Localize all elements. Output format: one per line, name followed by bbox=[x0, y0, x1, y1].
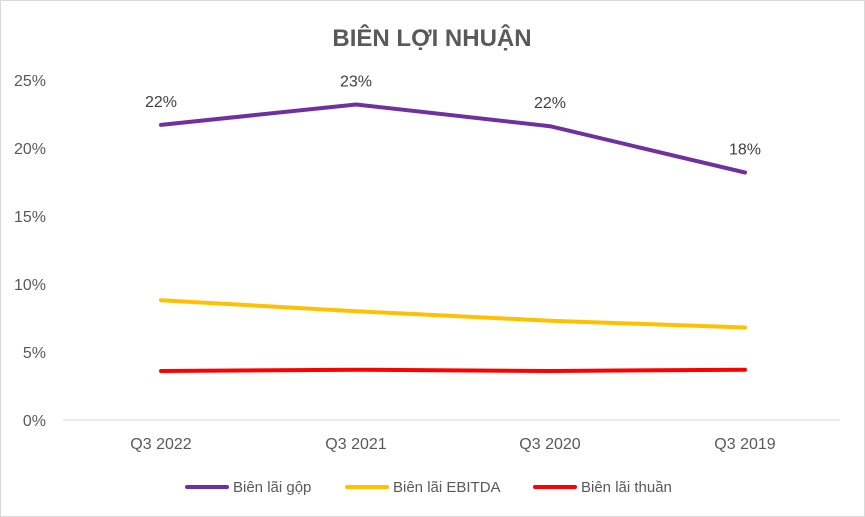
x-tick-label: Q3 2022 bbox=[130, 436, 191, 453]
y-tick-label: 5% bbox=[23, 345, 46, 362]
x-tick-label: Q3 2021 bbox=[325, 436, 386, 453]
legend-label: Biên lãi gộp bbox=[233, 479, 311, 496]
y-tick-label: 20% bbox=[14, 141, 46, 158]
series-line bbox=[159, 298, 747, 330]
y-tick-label: 25% bbox=[14, 73, 46, 90]
data-label: 18% bbox=[729, 141, 761, 158]
y-tick-label: 10% bbox=[14, 277, 46, 294]
x-tick-label: Q3 2019 bbox=[714, 436, 775, 453]
x-tick-label: Q3 2020 bbox=[519, 436, 580, 453]
legend-label: Biên lãi thuần bbox=[581, 479, 672, 496]
y-tick-label: 0% bbox=[23, 413, 46, 430]
data-label: 22% bbox=[534, 95, 566, 112]
data-label: 22% bbox=[145, 94, 177, 111]
series-line bbox=[159, 367, 747, 373]
y-tick-label: 15% bbox=[14, 209, 46, 226]
chart-title: BIÊN LỢI NHUẬN bbox=[332, 24, 531, 52]
series-line bbox=[159, 102, 747, 175]
legend-label: Biên lãi EBITDA bbox=[393, 479, 501, 496]
data-label: 23% bbox=[340, 73, 372, 90]
